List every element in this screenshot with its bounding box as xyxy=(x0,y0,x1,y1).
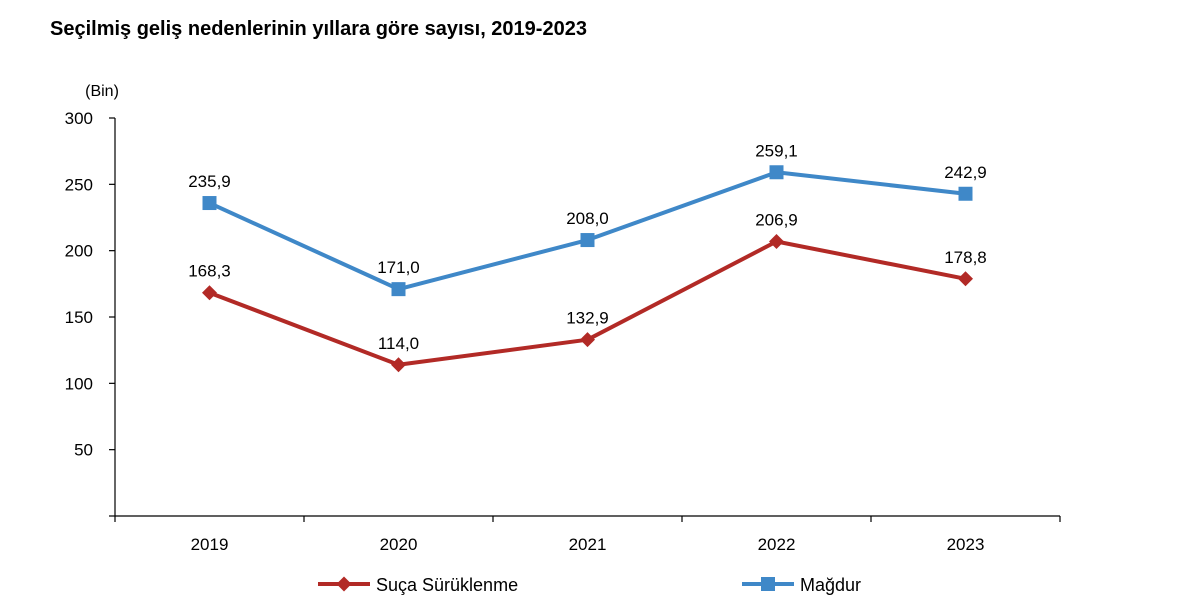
series-1: 168,3 114,0 132,9 206,9 178,8 xyxy=(188,211,987,373)
data-label: 206,9 xyxy=(755,211,798,230)
y-tick-label: 200 xyxy=(65,242,93,261)
data-point xyxy=(202,196,217,211)
x-tick-label: 2020 xyxy=(380,535,418,554)
legend-marker xyxy=(336,576,352,592)
data-point xyxy=(391,282,406,297)
legend-marker xyxy=(761,577,775,591)
data-label: 242,9 xyxy=(944,163,987,182)
legend-label: Mağdur xyxy=(800,575,861,595)
data-label: 114,0 xyxy=(378,334,419,353)
x-tick-label: 2022 xyxy=(758,535,796,554)
series-2: 235,9 171,0 208,0 259,1 242,9 xyxy=(188,141,987,297)
chart-axes: (Bin) 50 100 150 200 250 300 2019 2020 2021 2022 20… xyxy=(65,83,1061,554)
data-label: 178,8 xyxy=(944,248,987,267)
chart-title: Seçilmiş geliş nedenlerinin yıllara göre… xyxy=(50,18,587,40)
y-unit-label: (Bin) xyxy=(85,83,119,100)
series-line xyxy=(208,170,966,292)
y-tick-label: 150 xyxy=(65,308,93,327)
data-point xyxy=(958,186,973,201)
chart-series: 168,3 114,0 132,9 206,9 178,8 235,9 171,0 208,0… xyxy=(188,141,987,373)
data-point xyxy=(202,285,217,301)
data-point xyxy=(769,165,784,180)
data-point xyxy=(391,357,406,373)
legend-item: Suça Sürüklenme xyxy=(318,575,518,595)
data-label: 168,3 xyxy=(188,262,231,281)
data-label: 208,0 xyxy=(566,209,609,228)
data-label: 171,0 xyxy=(377,258,420,277)
data-label: 132,9 xyxy=(566,309,609,328)
legend-label: Suça Sürüklenme xyxy=(376,575,518,595)
y-tick-label: 100 xyxy=(65,374,93,393)
data-point xyxy=(580,233,595,248)
data-label: 259,1 xyxy=(755,141,798,160)
data-label: 235,9 xyxy=(188,172,231,191)
data-point xyxy=(958,271,973,287)
y-tick-label: 250 xyxy=(65,175,93,194)
chart-legend: Suça Sürüklenme Mağdur xyxy=(318,575,861,595)
x-tick-label: 2023 xyxy=(947,535,985,554)
legend-item: Mağdur xyxy=(742,575,861,595)
data-point xyxy=(769,234,784,250)
x-tick-label: 2021 xyxy=(569,535,607,554)
x-tick-label: 2019 xyxy=(191,535,229,554)
y-tick-label: 50 xyxy=(74,441,93,460)
y-tick-label: 300 xyxy=(65,109,93,128)
data-point xyxy=(580,332,595,348)
